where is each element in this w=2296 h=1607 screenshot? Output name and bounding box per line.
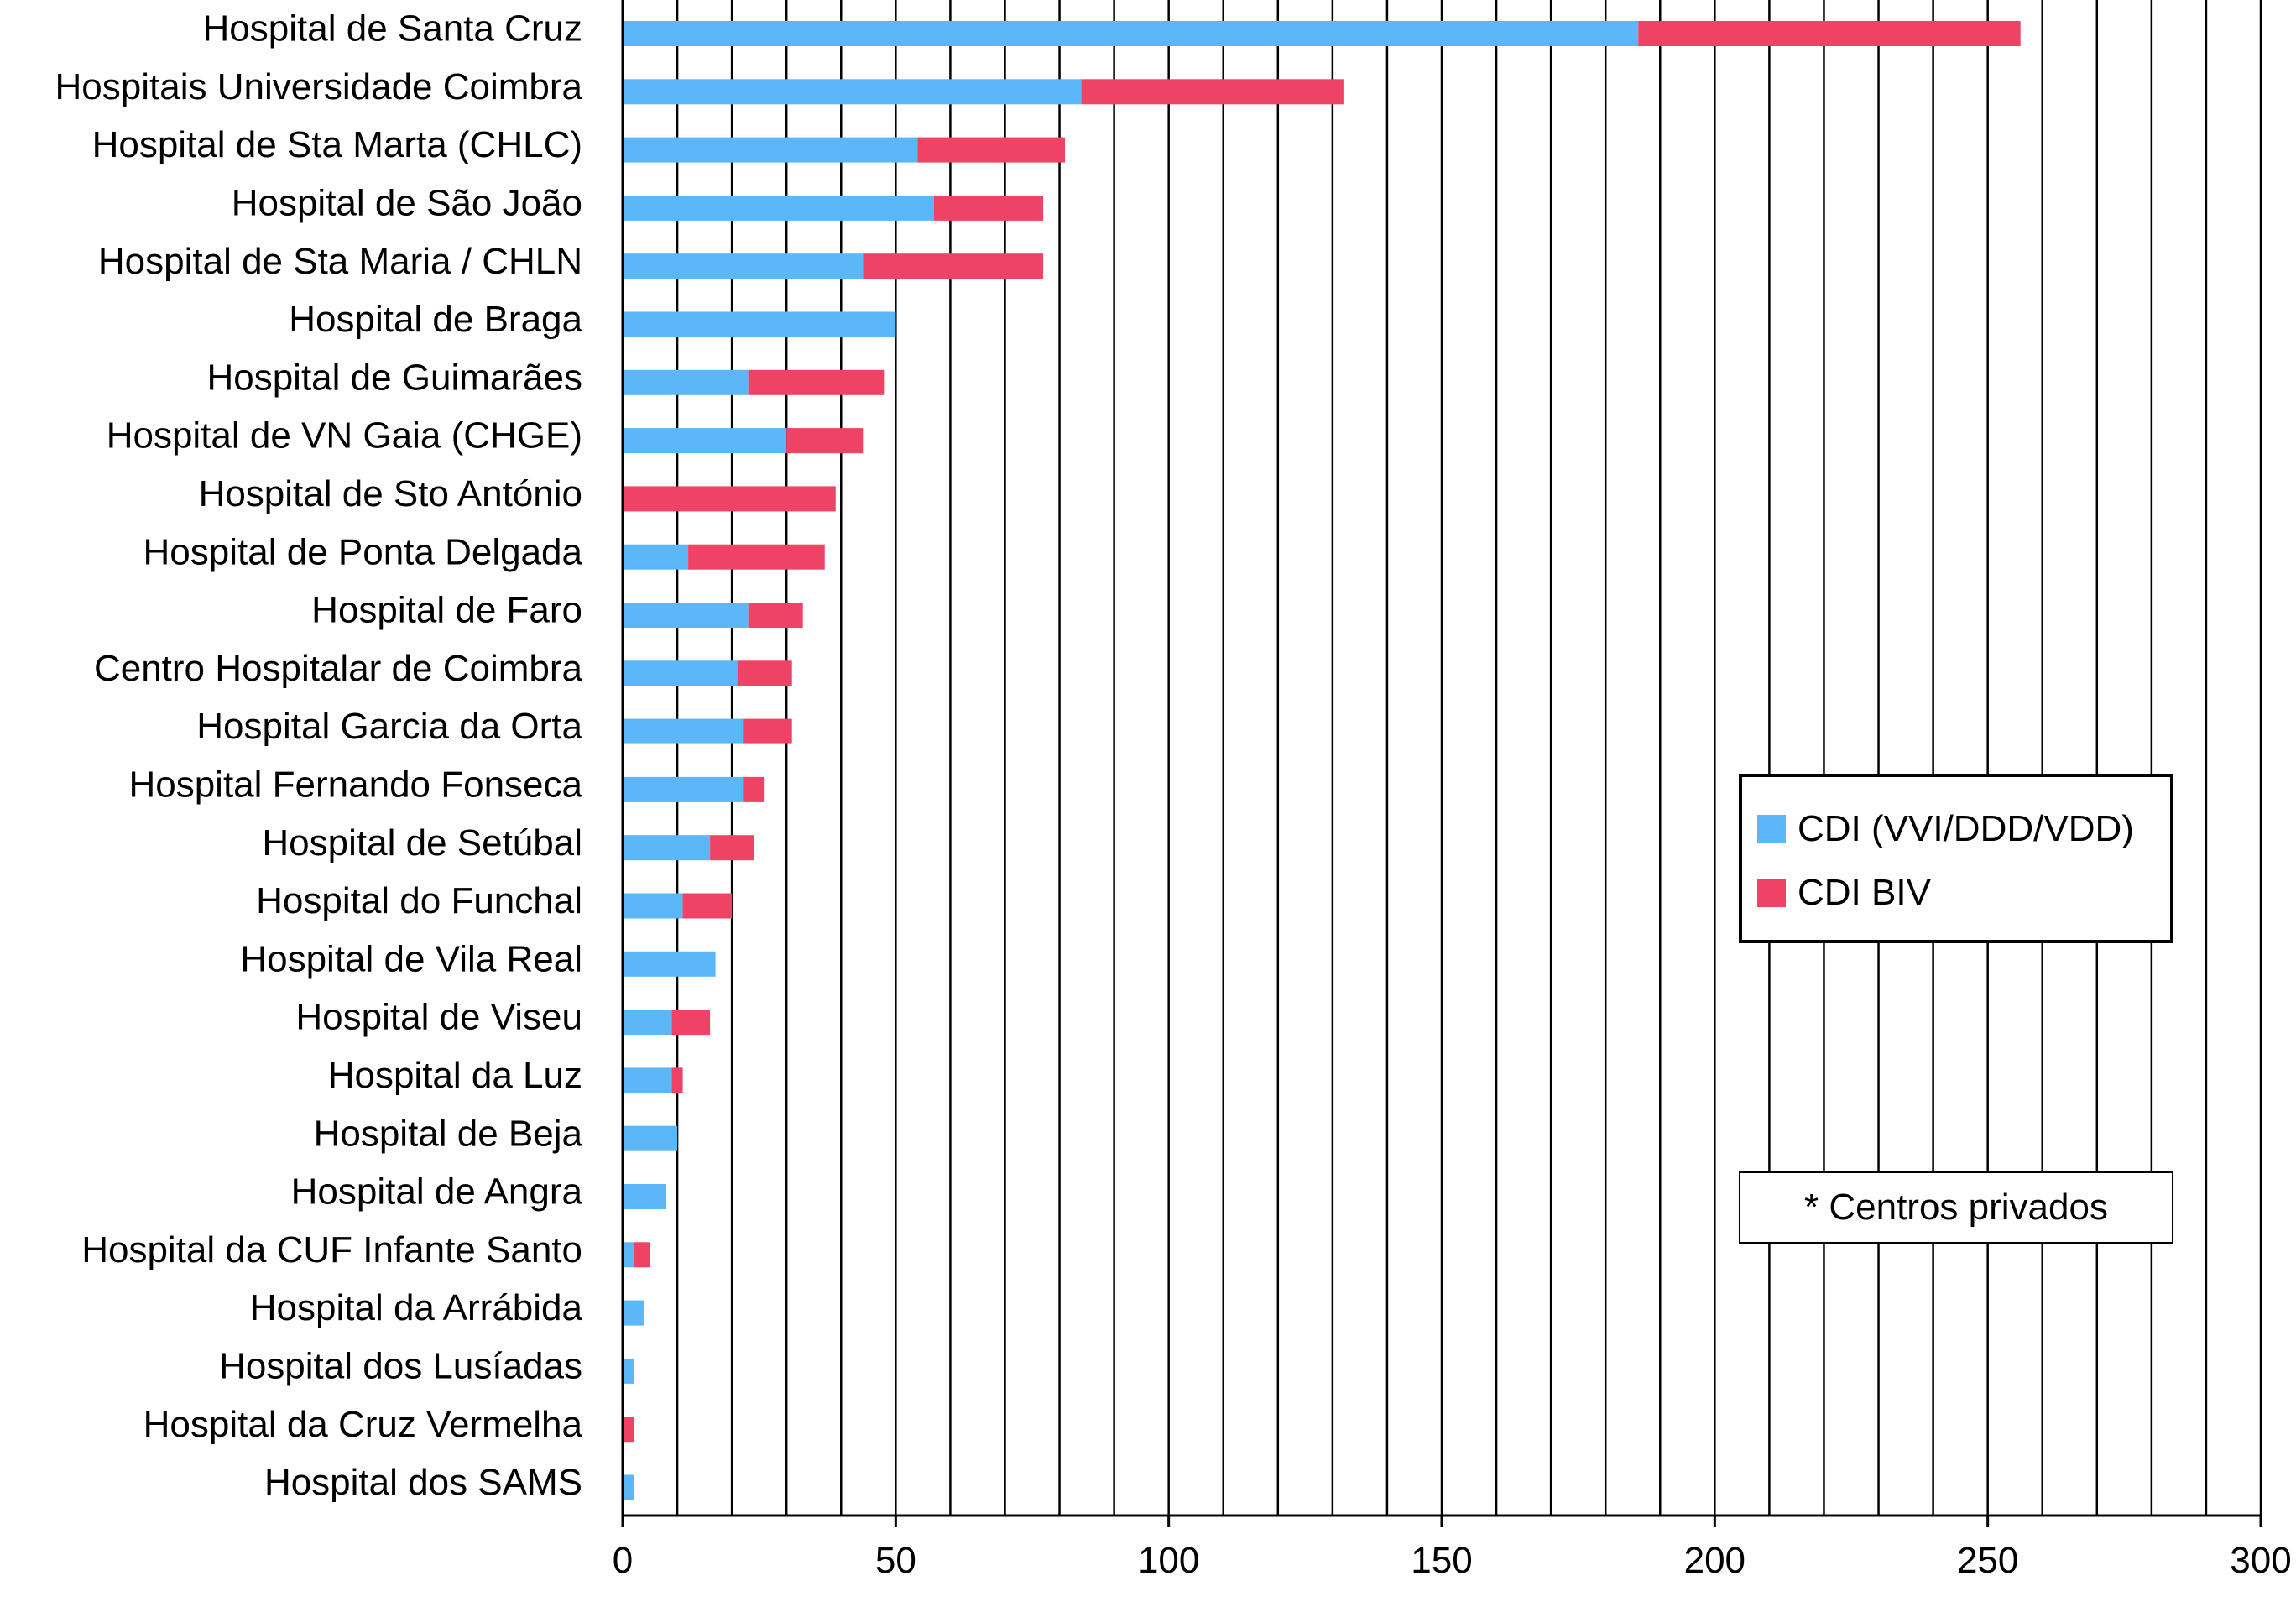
bar-segment-cdi-biv: [748, 369, 885, 395]
bar-segment-cdi-biv: [743, 718, 792, 744]
category-label: Hospital de Viseu: [295, 997, 582, 1038]
bar-segment-cdi-biv: [917, 137, 1066, 163]
x-tick-label: 50: [875, 1540, 916, 1581]
bar-segment-cdi-biv: [1081, 79, 1344, 105]
bar-segment-cdi-biv: [743, 776, 765, 802]
category-label: Hospital dos Lusíadas: [219, 1346, 582, 1387]
category-label: Hospital de Setúbal: [262, 822, 582, 864]
bar-segment-cdi: [623, 1010, 672, 1036]
category-label: Hospital da Cruz Vermelha: [144, 1404, 583, 1445]
bar-segment-cdi: [623, 893, 683, 919]
legend-item-series-2: CDI BIV: [1757, 866, 1931, 920]
legend-item-series-1: CDI (VVI/DDD/VDD): [1757, 802, 2134, 856]
bar-segment-cdi: [623, 1242, 634, 1268]
bar-segment-cdi: [623, 21, 1639, 46]
legend-swatch-series-1: [1757, 815, 1786, 843]
bar-segment-cdi: [623, 428, 787, 454]
bar-segment-cdi: [623, 79, 1082, 105]
x-tick-label: 150: [1411, 1540, 1472, 1581]
bar-segment-cdi-biv: [710, 835, 754, 861]
legend-label-series-1: CDI (VVI/DDD/VDD): [1798, 808, 2134, 849]
bar-segment-cdi-biv: [671, 1067, 683, 1093]
category-label: Hospital da CUF Infante Santo: [81, 1229, 582, 1270]
bars: [623, 21, 2021, 1500]
category-label: Hospital Garcia da Orta: [196, 706, 582, 747]
bar-segment-cdi-biv: [671, 1010, 711, 1036]
note-text: * Centros privados: [1804, 1187, 2108, 1228]
bar-segment-cdi: [623, 1125, 678, 1151]
category-label: Hospital de Ponta Delgada: [144, 531, 583, 572]
bar-segment-cdi: [623, 718, 744, 744]
bar-segment-cdi: [623, 951, 716, 977]
bar-segment-cdi-biv: [682, 893, 733, 919]
x-tick-label: 0: [613, 1540, 633, 1581]
bar-segment-cdi: [623, 1358, 634, 1384]
category-label: Centro Hospitalar de Coimbra: [94, 648, 583, 689]
x-axis: 0 50 100 150 200 250 300: [613, 0, 2292, 1581]
category-label: Hospital Fernando Fonseca: [128, 764, 582, 806]
bar-segment-cdi-biv: [863, 253, 1044, 279]
x-tick-label: 300: [2230, 1540, 2291, 1581]
category-labels: Hospital de Santa Cruz Hospitais Universi…: [55, 8, 583, 1504]
category-label: Hospital de São João: [232, 183, 582, 224]
bar-segment-cdi-biv: [933, 195, 1044, 221]
category-label: Hospital de Sta Maria / CHLN: [98, 241, 582, 282]
category-label: Hospital de Sta Marta (CHLC): [92, 124, 582, 165]
bar-segment-cdi: [623, 311, 896, 337]
bar-segment-cdi-biv: [1638, 21, 2021, 46]
legend: CDI (VVI/DDD/VDD) CDI BIV: [1739, 774, 2173, 943]
category-label: Hospital de Santa Cruz: [203, 8, 582, 50]
bar-segment-cdi: [623, 1300, 645, 1326]
bar-segment-cdi: [623, 1474, 634, 1500]
bar-segment-cdi: [623, 603, 749, 628]
category-label: Hospital de Braga: [289, 299, 582, 340]
bar-segment-cdi: [623, 544, 689, 570]
legend-label-series-2: CDI BIV: [1798, 872, 1931, 913]
category-label: Hospital da Luz: [328, 1055, 582, 1096]
bar-segment-cdi-biv: [748, 603, 803, 628]
category-label: Hospital de Sto António: [199, 473, 582, 514]
category-label: Hospital de Angra: [291, 1171, 583, 1213]
bar-segment-cdi-biv: [623, 1417, 634, 1443]
category-label: Hospital de Vila Real: [240, 938, 582, 979]
x-tick-label: 100: [1138, 1540, 1199, 1581]
bar-segment-cdi: [623, 1184, 667, 1209]
x-tick-label: 200: [1684, 1540, 1745, 1581]
bar-segment-cdi: [623, 776, 744, 802]
category-label: Hospital do Funchal: [256, 880, 582, 921]
category-label: Hospital de Guimarães: [206, 357, 582, 398]
note-box: * Centros privados: [1739, 1171, 2173, 1244]
bar-segment-cdi-biv: [623, 486, 836, 512]
bar-segment-cdi: [623, 369, 749, 395]
bar-segment-cdi: [623, 660, 738, 686]
bar-segment-cdi: [623, 1067, 672, 1093]
category-label: Hospital de Faro: [311, 590, 582, 631]
bar-segment-cdi: [623, 195, 934, 221]
category-label: Hospital da Arrábida: [250, 1287, 583, 1328]
bar-segment-cdi-biv: [634, 1242, 650, 1268]
bar-segment-cdi: [623, 835, 711, 861]
bar-segment-cdi: [623, 137, 918, 163]
category-label: Hospital de Beja: [314, 1113, 583, 1154]
legend-swatch-series-2: [1757, 879, 1786, 907]
bar-segment-cdi-biv: [737, 660, 792, 686]
bar-segment-cdi-biv: [786, 428, 864, 454]
grid-lines: [676, 0, 2262, 1516]
bar-segment-cdi: [623, 253, 864, 279]
category-label: Hospital dos SAMS: [264, 1462, 582, 1503]
category-label: Hospital de VN Gaia (CHGE): [107, 415, 582, 457]
x-tick-label: 250: [1957, 1540, 2018, 1581]
bar-segment-cdi-biv: [688, 544, 825, 570]
category-label: Hospitais Universidade Coimbra: [55, 66, 583, 107]
